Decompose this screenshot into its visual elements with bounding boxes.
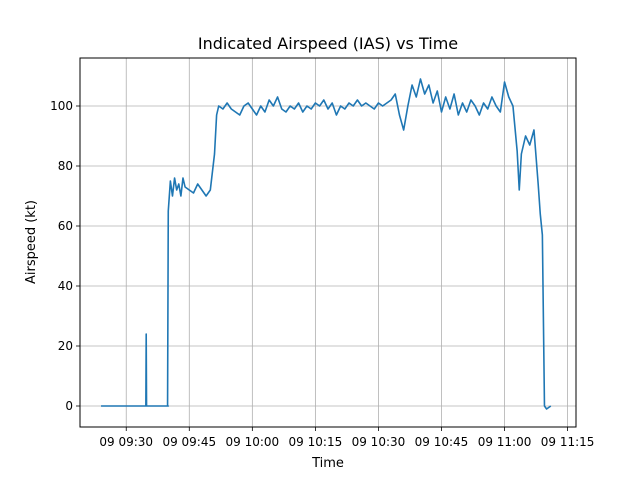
x-tick-label: 09 09:30 — [99, 435, 153, 449]
plot-frame — [79, 57, 577, 428]
x-tick-label: 09 10:45 — [415, 435, 469, 449]
x-tick-label: 09 10:00 — [226, 435, 280, 449]
y-tick-label: 40 — [58, 279, 73, 293]
x-tick-label: 09 11:00 — [478, 435, 532, 449]
tick-layer: 09 09:30 09 09:45 09 10:00 09 10:15 09 10:30… — [50, 99, 594, 449]
x-tick-label: 09 10:30 — [352, 435, 406, 449]
x-axis-label: Time — [311, 456, 344, 471]
chart-title: Indicated Airspeed (IAS) vs Time — [198, 34, 458, 53]
y-tick-label: 0 — [65, 399, 73, 413]
grid-layer — [80, 58, 576, 427]
series-line — [101, 78, 552, 410]
y-tick-label: 80 — [58, 159, 73, 173]
series-layer — [101, 78, 552, 410]
x-tick-label: 09 11:15 — [541, 435, 595, 449]
y-tick-label: 60 — [58, 219, 73, 233]
x-tick-label: 09 09:45 — [162, 435, 216, 449]
y-tick-label: 20 — [58, 339, 73, 353]
y-tick-label: 100 — [50, 99, 73, 113]
y-axis-label: Airspeed (kt) — [24, 200, 39, 284]
x-tick-label: 09 10:15 — [289, 435, 343, 449]
